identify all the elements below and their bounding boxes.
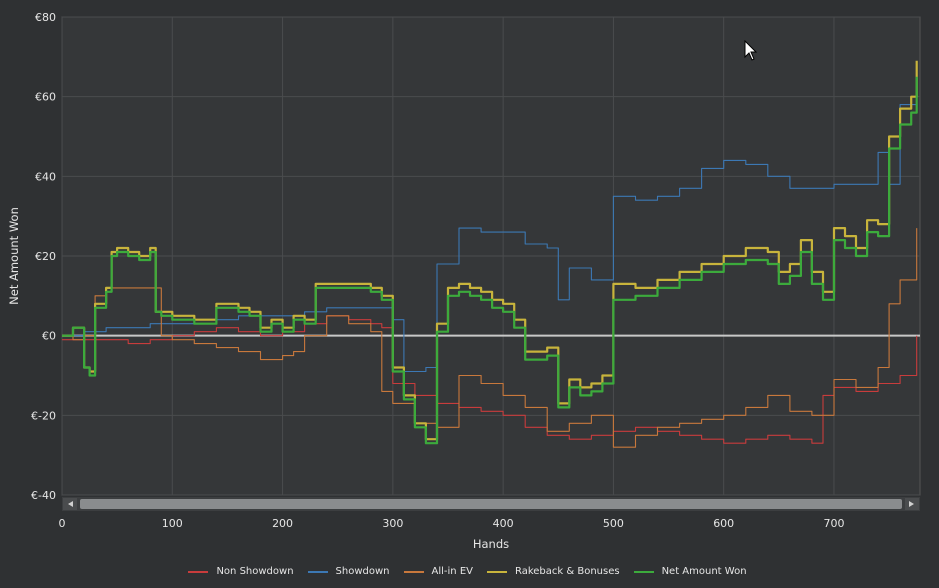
legend-label: Rakeback & Bonuses (514, 566, 620, 577)
legend-swatch (633, 570, 654, 573)
series-line-net-amount-won (62, 76, 918, 445)
y-axis-ticks: €80 €60 €40 €20 €0 €-20 €-40 (31, 11, 56, 502)
series-line-non-showdown (62, 315, 918, 444)
legend-swatch (307, 570, 328, 573)
x-tick-label: 400 (493, 517, 514, 530)
x-axis-label: Hands (473, 537, 509, 551)
legend-item[interactable]: Showdown (307, 566, 390, 577)
legend-swatch (188, 570, 209, 573)
legend-item[interactable]: Non Showdown (188, 566, 294, 577)
y-tick-label: €60 (35, 91, 56, 104)
series-line-showdown (62, 104, 917, 373)
x-tick-label: 500 (603, 517, 624, 530)
y-tick-label: €-20 (31, 409, 56, 422)
x-tick-label: 600 (713, 517, 734, 530)
legend-swatch (403, 570, 424, 573)
grid (61, 16, 920, 496)
legend-label: Non Showdown (216, 566, 294, 577)
y-tick-label: €20 (35, 250, 56, 263)
legend-label: All-in EV (431, 566, 473, 577)
y-tick-label: €-40 (31, 489, 56, 502)
legend-label: Net Amount Won (661, 566, 747, 577)
legend-label: Showdown (335, 566, 390, 577)
scroll-left-arrow-icon (68, 501, 73, 507)
x-tick-label: 200 (272, 517, 293, 530)
scrollbar-thumb[interactable] (80, 499, 902, 509)
x-tick-label: 0 (59, 517, 66, 530)
y-tick-label: €80 (35, 11, 56, 24)
horizontal-scrollbar[interactable] (62, 497, 920, 511)
x-tick-label: 100 (162, 517, 183, 530)
y-tick-label: €0 (42, 330, 56, 343)
y-tick-label: €40 (35, 170, 56, 183)
legend-item[interactable]: Rakeback & Bonuses (486, 566, 620, 577)
legend-item[interactable]: All-in EV (403, 566, 473, 577)
series-lines (62, 60, 918, 448)
x-tick-label: 700 (823, 517, 844, 530)
x-tick-label: 300 (382, 517, 403, 530)
mouse-cursor-icon (744, 40, 758, 61)
series-line-all-in-ev (62, 228, 918, 448)
legend-swatch (486, 570, 507, 573)
y-axis-label: Net Amount Won (7, 207, 21, 305)
legend: Non Showdown Showdown All-in EV Rakeback & … (0, 566, 939, 577)
legend-item[interactable]: Net Amount Won (633, 566, 747, 577)
x-axis-ticks: 0 100 200 300 400 500 600 700 (59, 517, 845, 530)
scroll-right-arrow-icon (909, 501, 914, 507)
